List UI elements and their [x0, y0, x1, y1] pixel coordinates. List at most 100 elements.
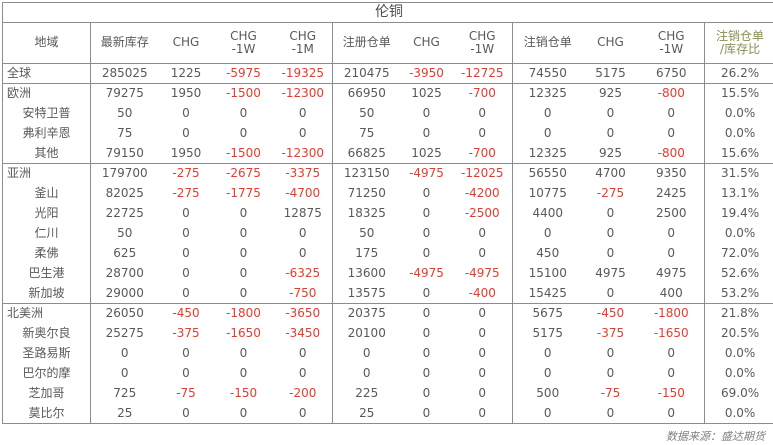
table-row: 柔佛 625 0 0 0 175 0 0 450 0 0 72.0%	[2, 243, 773, 264]
table-row: 仁川 50 0 0 0 50 0 0 0 0 0 0.0%	[2, 223, 773, 244]
region-cell: 柔佛	[2, 243, 91, 264]
value-cell: 500	[512, 383, 583, 404]
value-cell: 53.2%	[703, 283, 773, 304]
value-cell: -12300	[281, 145, 324, 160]
value-cell: 12325	[512, 83, 583, 104]
value-cell: 5675	[512, 303, 583, 324]
value-cell: -1650	[653, 325, 689, 340]
value-cell: 0	[478, 225, 487, 240]
value-cell: 74550	[512, 63, 583, 84]
value-cell: 0	[239, 245, 248, 260]
value-cell: -4700	[285, 185, 321, 200]
value-cell: -12725	[460, 65, 504, 80]
table-row: 巴生港 28700 0 0 -6325 13600 -4975 -4975 15100 4975 4…	[2, 263, 773, 284]
value-cell: 0.0%	[703, 223, 773, 244]
value-cell: 0	[182, 125, 190, 140]
value-cell: 0	[667, 245, 676, 260]
value-cell: -700	[452, 83, 513, 104]
value-cell: 225	[332, 383, 401, 404]
table-row: 安特卫普 50 0 0 0 50 0 0 0 0 0 0.0%	[2, 103, 773, 124]
value-cell: 0	[400, 303, 453, 324]
region-cell: 新加坡	[2, 283, 91, 304]
value-cell: 179700	[90, 163, 159, 184]
value-cell: -375	[172, 325, 200, 340]
value-cell: 0	[667, 125, 676, 140]
value-cell: 4400	[512, 203, 583, 224]
col-header-chg: CHG	[400, 22, 453, 64]
value-cell: -1650	[226, 325, 261, 340]
data-source: 数据来源：盛达期货	[666, 430, 765, 443]
value-cell: 6750	[655, 65, 687, 80]
value-cell: 13575	[332, 283, 401, 304]
value-cell: 0	[298, 405, 307, 420]
value-cell: -3450	[285, 325, 321, 340]
value-cell: 75	[332, 123, 401, 144]
value-cell: 1225	[170, 65, 202, 80]
value-cell: 725	[113, 385, 137, 400]
value-cell: -150	[229, 385, 258, 400]
value-cell: 925	[599, 145, 622, 160]
col-header-cancelled-to-inventory-ratio: 注销仓单 /库存比	[703, 22, 773, 64]
value-cell: 0	[298, 365, 307, 380]
value-cell: 0	[478, 365, 487, 380]
col-header-label: CHG	[413, 35, 440, 50]
value-cell: 0	[239, 205, 248, 220]
col-header-chg-1w: CHG -1W	[452, 22, 513, 64]
value-cell: 71250	[332, 183, 401, 204]
value-cell: 50	[117, 105, 133, 120]
value-cell: 26050	[90, 303, 159, 324]
value-cell: 400	[659, 285, 683, 300]
value-cell: 0	[182, 365, 190, 380]
inventory-table: 伦铜 地域 最新库存 CHG CHG -1W CHG -1M	[2, 2, 773, 424]
value-cell: 18325	[332, 203, 401, 224]
region-cell: 光阳	[2, 203, 91, 224]
value-cell: 10775	[512, 183, 583, 204]
value-cell: -1500	[226, 145, 261, 160]
value-cell: 0.0%	[703, 103, 773, 124]
value-cell: 0	[606, 405, 615, 420]
value-cell: 15.5%	[703, 83, 773, 104]
value-cell: 2425	[655, 185, 687, 200]
col-header-label: /库存比	[720, 42, 761, 56]
value-cell: 79275	[90, 83, 159, 104]
value-cell: 0	[512, 223, 583, 244]
value-cell: 50	[332, 103, 401, 124]
value-cell: 0	[182, 345, 190, 360]
value-cell: 31.5%	[703, 163, 773, 184]
value-cell: 0	[606, 245, 615, 260]
region-cell: 弗利辛恩	[2, 123, 91, 144]
value-cell: 13.1%	[703, 183, 773, 204]
value-cell: 12325	[512, 143, 583, 164]
value-cell: 2500	[655, 205, 687, 220]
value-cell: 15425	[512, 283, 583, 304]
table-row: 莫比尔 25 0 0 0 25 0 0 0 0 0 0.0%	[2, 403, 773, 424]
value-cell: 0	[478, 385, 487, 400]
value-cell: 0	[512, 403, 583, 424]
value-cell: 0	[478, 105, 487, 120]
value-cell: 210475	[332, 63, 401, 84]
value-cell: 26.2%	[703, 63, 773, 84]
region-cell: 其他	[2, 143, 91, 164]
value-cell: 9350	[638, 163, 705, 184]
value-cell: 0.0%	[703, 343, 773, 364]
value-cell: 0	[606, 205, 615, 220]
value-cell: 0	[239, 125, 248, 140]
value-cell: 0	[606, 225, 615, 240]
col-header-label: CHG	[289, 28, 317, 43]
value-cell: 0	[239, 105, 248, 120]
value-cell: 4975	[595, 265, 626, 280]
value-cell: -4975	[400, 163, 453, 184]
value-cell: 0	[422, 185, 431, 200]
value-cell: 0	[239, 365, 248, 380]
value-cell: 0	[667, 345, 676, 360]
value-cell: 72.0%	[703, 243, 773, 264]
value-cell: 0	[422, 225, 431, 240]
value-cell: -4200	[464, 185, 500, 200]
value-cell: 0	[182, 225, 190, 240]
value-cell: 123150	[332, 163, 401, 184]
value-cell: 0.0%	[703, 403, 773, 424]
col-header-latest-inventory: 最新库存	[90, 22, 159, 64]
value-cell: -19325	[281, 65, 324, 80]
value-cell: -3650	[273, 303, 333, 324]
